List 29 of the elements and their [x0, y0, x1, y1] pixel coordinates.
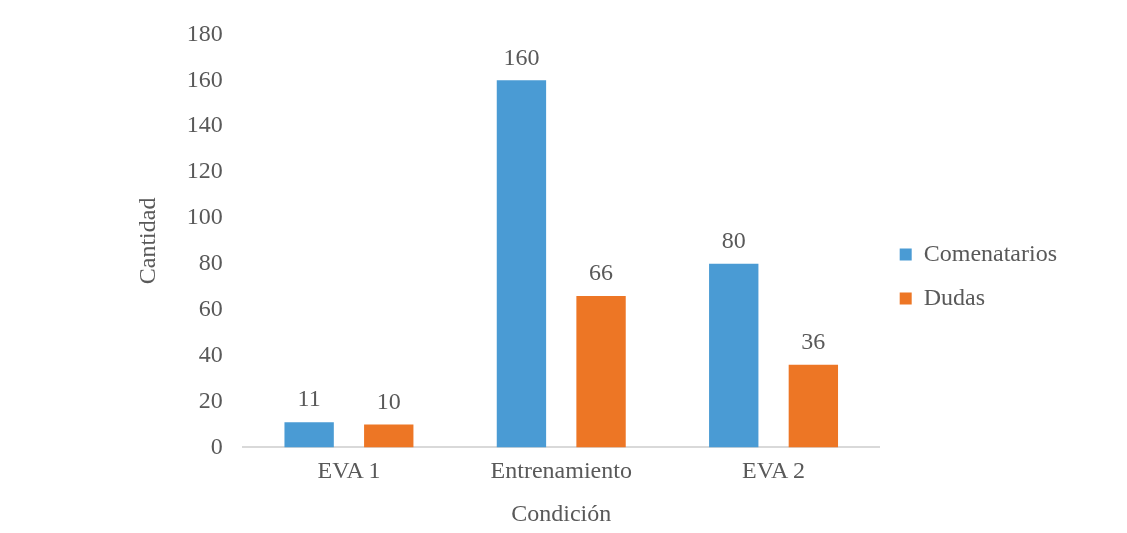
y-tick-label: 0: [210, 432, 223, 459]
legend-label: Comenatarios: [923, 239, 1058, 266]
bar: [364, 424, 414, 448]
data-label: 11: [297, 385, 321, 412]
y-tick-label: 40: [198, 340, 223, 367]
x-tick-label: EVA 2: [742, 457, 805, 484]
bar: [496, 80, 547, 448]
y-axis-title: Cantidad: [133, 197, 160, 285]
y-tick-label: 180: [186, 19, 223, 46]
y-tick-label: 140: [186, 111, 223, 138]
y-tick-label: 100: [186, 203, 223, 230]
bar: [788, 364, 839, 448]
y-tick-label: 60: [198, 295, 223, 322]
data-label: 66: [589, 259, 614, 286]
bar: [576, 295, 626, 448]
data-label: 160: [503, 43, 540, 70]
y-tick-label: 80: [198, 249, 223, 276]
y-tick-label: 120: [186, 157, 223, 184]
y-tick-label: 20: [198, 386, 223, 413]
x-tick-label: EVA 1: [317, 457, 381, 484]
data-label: 80: [721, 227, 746, 254]
legend-label: Dudas: [923, 283, 986, 310]
x-axis-title: Condición: [511, 499, 612, 526]
y-tick-label: 160: [186, 65, 223, 92]
data-label: 10: [376, 387, 401, 414]
bar: [284, 422, 334, 448]
x-tick-label: Entrenamiento: [490, 457, 632, 484]
data-label: 36: [801, 328, 826, 355]
bar: [709, 263, 759, 448]
